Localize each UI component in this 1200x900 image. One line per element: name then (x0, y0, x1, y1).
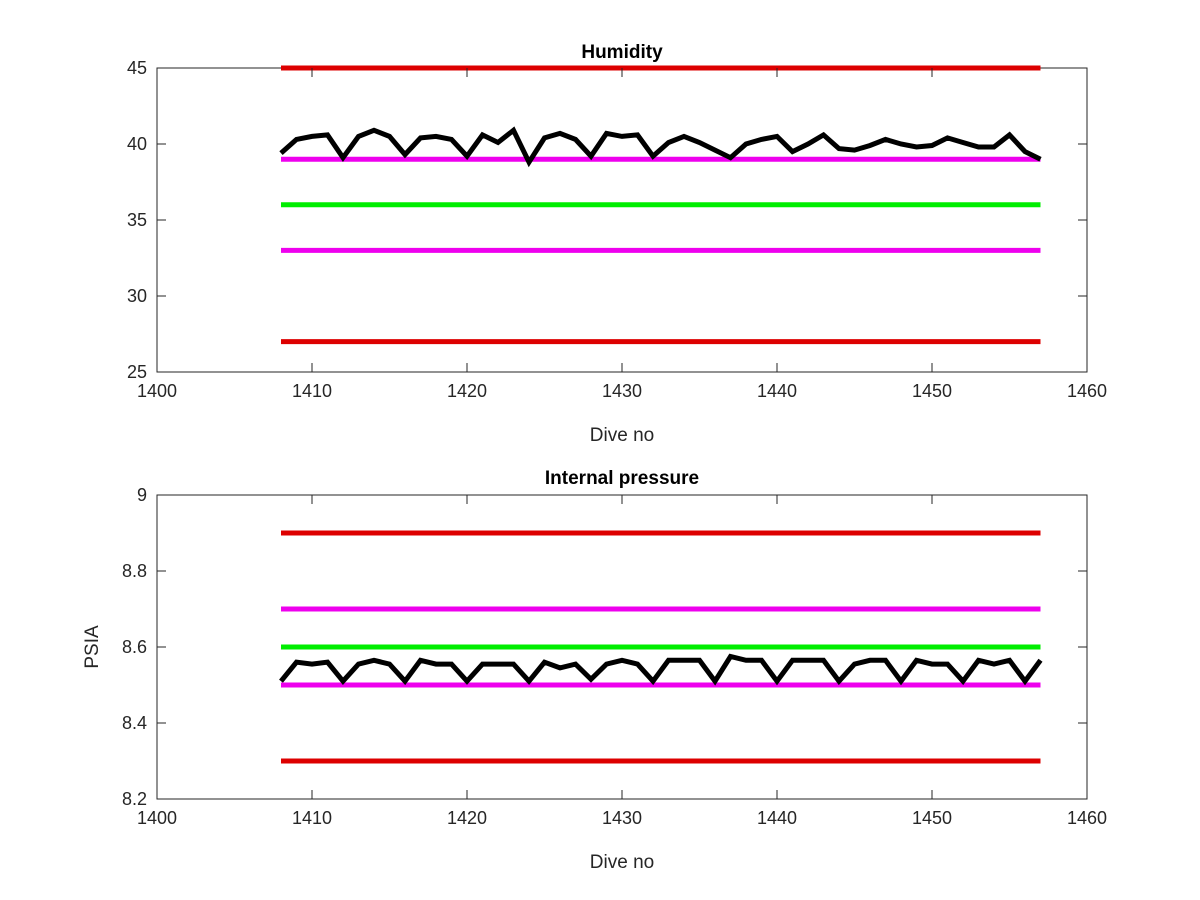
humidity-series-group (279, 65, 1042, 345)
pressure-x-tick-label: 1440 (757, 808, 797, 828)
humidity-chart-title: Humidity (581, 42, 663, 63)
pressure-y-ticks: 8.2 8.4 8.6 8.8 9 (122, 485, 1087, 809)
humidity-y-tick-label: 30 (127, 286, 147, 306)
humidity-x-axis-label: Dive no (590, 425, 654, 446)
humidity-plot-area (156, 67, 1088, 373)
humidity-y-tick-label: 35 (127, 210, 147, 230)
pressure-y-tick-label: 8.8 (122, 561, 147, 581)
pressure-x-ticks: 1400 1410 1420 1430 1440 1450 1460 (137, 495, 1107, 828)
pressure-y-tick-label: 8.2 (122, 789, 147, 809)
pressure-chart: 1400 1410 1420 1430 1440 1450 1460 8.28.48.68.… (82, 468, 1107, 873)
pressure-y-tick-label: 8.6 (122, 637, 147, 657)
pressure-x-tick-label: 1450 (912, 808, 952, 828)
humidity-x-tick-label: 1450 (912, 381, 952, 401)
pressure-x-tick-label: 1410 (292, 808, 332, 828)
humidity-x-tick-label: 1440 (757, 381, 797, 401)
pressure-y-axis-label: PSIA (82, 625, 103, 669)
pressure-x-tick-label: 1460 (1067, 808, 1107, 828)
humidity-x-tick-label: 1400 (137, 381, 177, 401)
pressure-x-tick-label: 1400 (137, 808, 177, 828)
pressure-series-line-5 (279, 653, 1043, 686)
humidity-x-ticks: 1400 1410 1420 1430 1440 1450 1460 (137, 68, 1107, 401)
pressure-x-tick-label: 1430 (602, 808, 642, 828)
humidity-x-tick-label: 1410 (292, 381, 332, 401)
pressure-series-group (279, 530, 1043, 764)
humidity-x-tick-label: 1420 (447, 381, 487, 401)
humidity-x-tick-label: 1460 (1067, 381, 1107, 401)
humidity-y-tick-label: 25 (127, 362, 147, 382)
humidity-y-ticks: 25 30 35 40 45 (127, 58, 1087, 382)
humidity-series-line-5 (279, 126, 1042, 168)
pressure-chart-title: Internal pressure (545, 468, 699, 489)
pressure-x-axis-label: Dive no (590, 852, 654, 873)
humidity-y-tick-label: 45 (127, 58, 147, 78)
pressure-y-tick-label: 8.4 (122, 713, 147, 733)
humidity-y-tick-label: 40 (127, 134, 147, 154)
humidity-chart: 1400 1410 1420 1430 1440 1450 1460 2530354045 … (127, 42, 1107, 446)
humidity-x-tick-label: 1430 (602, 381, 642, 401)
pressure-x-tick-label: 1420 (447, 808, 487, 828)
pressure-y-tick-label: 9 (137, 485, 147, 505)
